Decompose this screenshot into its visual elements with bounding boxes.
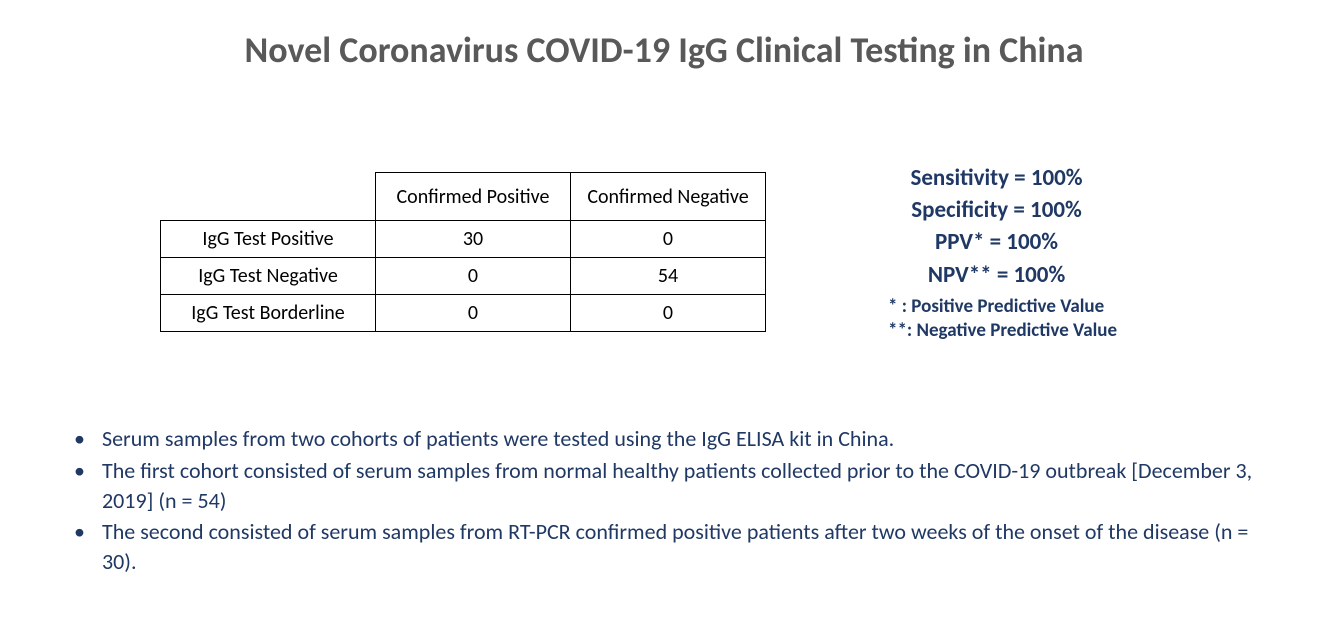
metric-sensitivity: Sensitivity = 100%	[876, 162, 1117, 194]
footnote-ppv: * : Positive Predictive Value	[888, 295, 1117, 320]
page-title: Novel Coronavirus COVID-19 IgG Clinical …	[60, 28, 1268, 72]
table-cell: 0	[376, 258, 571, 295]
table-cell: 0	[376, 295, 571, 332]
content-row: Confirmed Positive Confirmed Negative Ig…	[160, 172, 1268, 344]
col-header-negative: Confirmed Negative	[571, 173, 766, 221]
bullet-list: Serum samples from two cohorts of patien…	[60, 424, 1268, 576]
table-row: IgG Test Positive 30 0	[161, 221, 766, 258]
metric-ppv: PPV* = 100%	[876, 226, 1117, 258]
metric-footnotes: * : Positive Predictive Value **: Negati…	[888, 295, 1117, 344]
results-table: Confirmed Positive Confirmed Negative Ig…	[160, 172, 766, 332]
table-cell: 30	[376, 221, 571, 258]
table-cell: 54	[571, 258, 766, 295]
footnote-npv: **: Negative Predictive Value	[888, 319, 1117, 344]
list-item: The first cohort consisted of serum samp…	[60, 456, 1268, 515]
table-header-row: Confirmed Positive Confirmed Negative	[161, 173, 766, 221]
row-header: IgG Test Borderline	[161, 295, 376, 332]
row-header: IgG Test Positive	[161, 221, 376, 258]
list-item: The second consisted of serum samples fr…	[60, 517, 1268, 576]
table-row: IgG Test Negative 0 54	[161, 258, 766, 295]
table-cell: 0	[571, 221, 766, 258]
metric-specificity: Specificity = 100%	[876, 194, 1117, 226]
table-cell: 0	[571, 295, 766, 332]
row-header: IgG Test Negative	[161, 258, 376, 295]
list-item: Serum samples from two cohorts of patien…	[60, 424, 1268, 454]
col-header-positive: Confirmed Positive	[376, 173, 571, 221]
table-row: IgG Test Borderline 0 0	[161, 295, 766, 332]
table-corner-cell	[161, 173, 376, 221]
metric-npv: NPV** = 100%	[876, 259, 1117, 291]
metrics-panel: Sensitivity = 100% Specificity = 100% PP…	[876, 162, 1117, 344]
